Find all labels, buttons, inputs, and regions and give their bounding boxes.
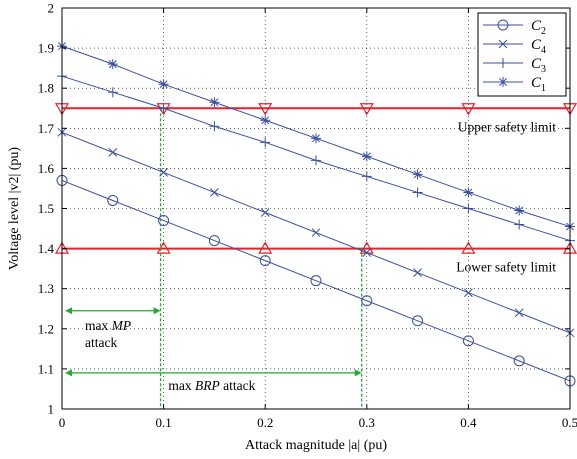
data-point-c3 <box>311 155 321 166</box>
y-tick-label: 1.7 <box>38 121 55 136</box>
legend-marker <box>498 39 508 49</box>
safety-limit-marker <box>258 103 273 116</box>
annotation-arrowhead-left <box>65 307 72 315</box>
annotation-label: max MP <box>85 318 131 333</box>
x-tick-label: 0.4 <box>460 415 477 430</box>
data-point-c3 <box>107 87 118 98</box>
data-point-c3 <box>463 203 474 214</box>
x-tick-label: 0 <box>59 415 66 430</box>
y-tick-label: 1.8 <box>38 81 54 96</box>
legend-entry: C3 <box>531 56 546 75</box>
y-tick-label: 1.9 <box>38 41 54 56</box>
legend-marker <box>497 19 509 31</box>
data-point-c3 <box>209 121 220 132</box>
data-point-c2 <box>412 315 424 327</box>
data-point-c1 <box>260 115 271 126</box>
safety-limit-marker <box>461 241 476 254</box>
x-tick-label: 0.2 <box>257 415 273 430</box>
legend-marker <box>498 77 508 87</box>
y-tick-label: 1.4 <box>38 241 55 256</box>
data-point-c3 <box>158 103 169 114</box>
y-tick-label: 1.1 <box>38 361 54 376</box>
x-tick-label: 0.1 <box>155 415 171 430</box>
annotation-arrowhead-left <box>65 369 72 377</box>
axis-ticks: 0 0.1 0.2 0.3 0.4 0.5 1 1.1 1.2 1.3 1.4 1.5 1.6 1.7 1.… <box>38 1 577 431</box>
data-point-c3 <box>260 137 271 148</box>
legend-entry: C2 <box>531 18 546 37</box>
data-point-c1 <box>107 59 118 70</box>
x-tick-label: 0.3 <box>359 415 375 430</box>
data-point-c1 <box>361 151 372 162</box>
data-point-c2 <box>158 215 170 227</box>
data-point-c4 <box>108 148 118 157</box>
legend-entry: C4 <box>531 37 546 56</box>
data-point-c3 <box>514 219 525 230</box>
data-point-c4 <box>260 208 270 217</box>
data-point-c4 <box>362 248 372 257</box>
data-point-c2 <box>107 194 119 206</box>
y-tick-label: 1.2 <box>38 321 54 336</box>
safety-limits: Upper safety limit Lower safety limit <box>54 103 577 275</box>
data-point-c4 <box>159 168 168 177</box>
data-point-c2 <box>208 235 220 247</box>
data-point-c2 <box>310 275 322 287</box>
y-tick-label: 1.3 <box>38 281 54 296</box>
y-tick-label: 1 <box>48 402 55 417</box>
data-point-c1 <box>412 169 423 180</box>
safety-limit-marker <box>461 103 476 116</box>
x-tick-label: 0.5 <box>562 415 577 430</box>
annotation-arrowhead-right <box>153 307 161 315</box>
annotation-label: max BRP attack <box>168 378 255 393</box>
safety-limit-marker <box>156 241 171 254</box>
data-point-c2 <box>513 355 525 367</box>
data-point-c1 <box>311 133 321 144</box>
legend-entry: C1 <box>531 75 546 94</box>
data-point-c1 <box>158 79 169 90</box>
data-point-c4 <box>311 228 321 237</box>
data-point-c4 <box>514 308 524 318</box>
safety-limit-label: Upper safety limit <box>458 119 556 134</box>
safety-limit-marker <box>359 103 374 116</box>
annotation-label-line2: attack <box>85 335 117 350</box>
data-point-c2 <box>361 295 373 307</box>
data-point-c4 <box>413 268 422 278</box>
data-point-c3 <box>361 171 372 182</box>
x-axis-label: Attack magnitude |a| (pu) <box>245 438 387 453</box>
data-point-c2 <box>259 255 271 267</box>
y-tick-label: 1.5 <box>38 201 54 216</box>
annotation-arrowhead-right <box>354 369 362 377</box>
data-point-c4 <box>464 288 473 298</box>
data-point-c1 <box>463 187 474 198</box>
data-point-c4 <box>210 188 219 197</box>
data-point-c1 <box>514 205 525 216</box>
safety-limit-marker <box>258 241 273 254</box>
annotations: max MP attack max BRP attack <box>65 108 363 409</box>
data-point-c3 <box>412 187 423 198</box>
y-tick-label: 1.6 <box>38 161 55 176</box>
safety-limit-label: Lower safety limit <box>456 260 556 275</box>
data-point-c2 <box>462 335 474 347</box>
data-point-c1 <box>209 97 220 108</box>
y-tick-label: 2 <box>48 1 55 16</box>
series-line-c2 <box>61 179 571 382</box>
legend-marker <box>498 58 508 68</box>
y-axis-label: Voltage level |v2| (pu) <box>7 147 22 270</box>
